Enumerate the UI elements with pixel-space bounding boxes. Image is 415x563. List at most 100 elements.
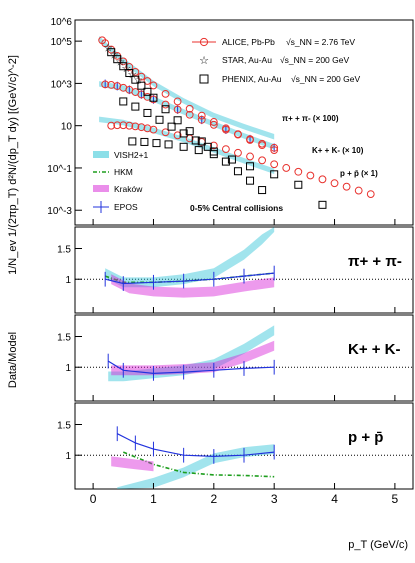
data-point (209, 118, 218, 126)
data-point (125, 63, 134, 71)
data-point (143, 77, 152, 85)
data-point (282, 164, 291, 172)
legend-phenix-marker (199, 74, 209, 84)
data-point (131, 122, 140, 131)
x-tick-label: 4 (331, 492, 338, 506)
legend-star-marker: ☆ (199, 55, 209, 67)
data-point (227, 155, 236, 164)
model-band-1 (105, 227, 275, 288)
model-band-2 (108, 325, 275, 382)
data-point (125, 121, 134, 130)
data-point (221, 157, 230, 166)
data-point (197, 137, 206, 146)
data-point (173, 105, 182, 114)
legend-alice-label: ALICE, Pb-Pb (222, 37, 275, 47)
data-point (155, 115, 164, 124)
data-point (173, 97, 182, 106)
data-point (294, 167, 303, 176)
data-point (294, 180, 303, 189)
vish-band-spectra-0 (99, 36, 275, 140)
data-point (131, 68, 140, 76)
data-point (354, 186, 363, 195)
data-point (107, 121, 116, 130)
y-tick-label: 1.5 (57, 421, 71, 432)
ratio-pion-frame (74, 226, 414, 314)
data-point (179, 142, 188, 151)
model-band-1 (111, 274, 275, 298)
ratio-proton-frame (74, 402, 414, 490)
data-point (161, 128, 170, 137)
legend-data: ALICE, Pb-Pb √s_NN = 2.76 TeV ☆ STAR, Au… (192, 37, 360, 84)
data-point (366, 190, 375, 198)
data-point (161, 89, 170, 98)
data-point (185, 104, 194, 113)
data-point (131, 102, 140, 111)
data-point (113, 121, 122, 130)
data-point (143, 108, 152, 117)
data-point (119, 62, 128, 71)
data-point (246, 135, 254, 144)
model-band-2 (111, 340, 275, 376)
data-point (258, 139, 267, 148)
data-point (113, 55, 122, 64)
data-point (143, 124, 152, 133)
legend-star-label: STAR, Au-Au (222, 55, 272, 65)
data-point (149, 81, 158, 90)
data-point (101, 80, 110, 89)
ratio-label-pion: π+ + π- (348, 253, 402, 270)
legend-models: VISH2+1 HKM Kraków EPOS (93, 150, 149, 213)
x-tick-label: 3 (271, 492, 278, 506)
data-point (209, 120, 218, 129)
data-point (270, 143, 279, 152)
y-tick-label: 10^-3 (47, 206, 72, 217)
legend-vish-swatch (93, 151, 109, 158)
y-tick-label: 1.5 (57, 333, 71, 344)
model-band-3 (111, 456, 154, 472)
data-point (306, 171, 315, 180)
data-point (209, 141, 218, 150)
data-point (152, 139, 161, 148)
x-tick-label: 2 (210, 492, 217, 506)
data-point (194, 146, 203, 155)
data-point (173, 116, 182, 125)
data-point (137, 81, 146, 90)
y-axis-title-ratio: Data/Model (7, 332, 19, 388)
x-axis-title: p_T (GeV/c) (348, 539, 408, 551)
y-axis-title-spectra: 1/N_ev 1/(2πp_T) d²N/(dp_T dy) [(GeV/c)^… (7, 55, 19, 275)
legend-krakow-label: Kraków (114, 184, 143, 194)
data-point (318, 175, 327, 184)
centrality-label: 0-5% Central collisions (190, 203, 283, 213)
data-point (131, 75, 140, 84)
data-point (221, 145, 230, 153)
x-tick-label: 1 (150, 492, 157, 506)
y-tick-label: 10^5 (51, 37, 73, 48)
data-point (270, 146, 279, 154)
data-point (185, 110, 194, 119)
data-point (137, 123, 146, 132)
data-point (209, 150, 218, 159)
y-tick-label: 1 (65, 275, 71, 286)
legend-phenix-energy: √s_NN = 200 GeV (291, 74, 360, 84)
data-point (270, 170, 279, 179)
y-tick-label: 1 (65, 451, 71, 462)
species-label-pion: π+ + π- (× 100) (282, 114, 339, 123)
data-point (107, 81, 116, 89)
data-point (167, 122, 176, 131)
spectra-frame (74, 19, 414, 226)
species-label-proton: p + p̄ (× 1) (340, 169, 378, 178)
y-tick-label: 10^-1 (47, 164, 72, 175)
legend-alice-marker (199, 37, 209, 47)
chart-marks: ☆☆☆☆☆☆ (75, 36, 413, 489)
legend-hkm-label: HKM (114, 167, 133, 177)
data-point (342, 182, 351, 191)
legend-alice-energy: √s_NN = 2.76 TeV (286, 37, 355, 47)
data-point (179, 129, 188, 138)
axis-ticks: 10^-3 10^-1 10 10^3 10^5 10^6 0 1 2 3 4 5 1 1.5 1 1.5 1 1… (47, 17, 398, 506)
data-point (234, 130, 242, 139)
data-point (191, 136, 200, 145)
data-point (161, 105, 170, 114)
data-point (128, 137, 137, 146)
data-point (185, 127, 194, 136)
data-point (318, 200, 327, 209)
